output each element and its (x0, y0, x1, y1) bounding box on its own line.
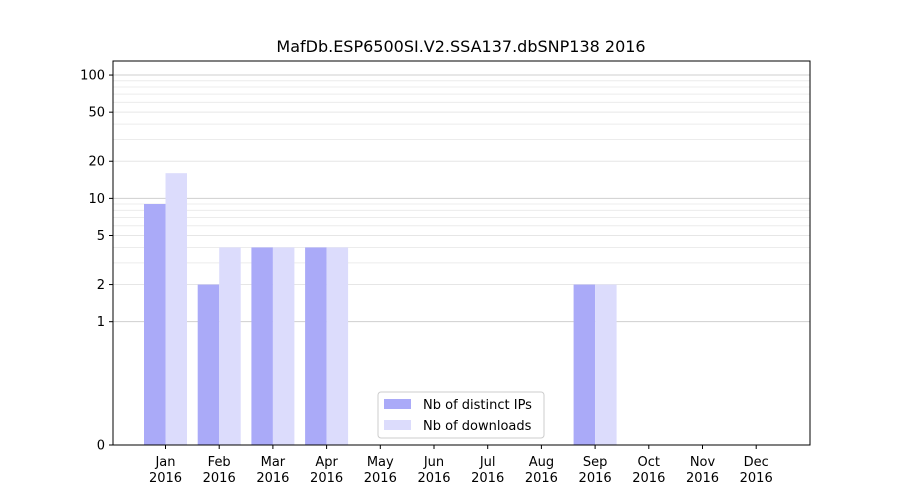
bar-distinct-ips (144, 204, 166, 445)
grid-lines (113, 74, 810, 323)
x-tick-label-year: 2016 (256, 471, 289, 486)
x-tick-label-month: Jul (479, 455, 496, 470)
x-tick-label-year: 2016 (686, 471, 719, 486)
bar-downloads (219, 247, 241, 445)
y-axis: 0 1 2 5 10 20 50 100 (80, 69, 113, 454)
plot-frame (112, 60, 811, 446)
y-tick-label: 20 (88, 155, 105, 170)
bar-downloads (595, 284, 617, 445)
x-tick-label-month: Sep (583, 455, 608, 470)
x-tick-label-year: 2016 (417, 471, 450, 486)
x-tick-label-month: Dec (744, 455, 769, 470)
bar-downloads (326, 247, 349, 445)
x-tick-label-month: Nov (690, 455, 716, 470)
x-tick-label-year: 2016 (471, 471, 504, 486)
bar-distinct-ips (305, 247, 327, 445)
bar-distinct-ips (197, 284, 220, 445)
bar-downloads (165, 173, 187, 446)
bars (144, 173, 617, 446)
bar-distinct-ips (573, 284, 596, 445)
x-tick-label-year: 2016 (632, 471, 665, 486)
y-tick-label: 5 (97, 229, 105, 244)
x-tick-label-year: 2016 (740, 471, 773, 486)
legend: Nb of distinct IPs Nb of downloads (377, 391, 545, 439)
legend-swatch-downloads (384, 420, 411, 430)
x-tick-label-month: Jun (423, 455, 444, 470)
x-tick-label-month: Mar (261, 455, 286, 470)
x-tick-label-year: 2016 (579, 471, 612, 486)
y-tick-label: 50 (88, 106, 105, 121)
legend-label-downloads: Nb of downloads (423, 419, 532, 434)
bar-distinct-ips (251, 247, 273, 445)
chart-title: MafDb.ESP6500SI.V2.SSA137.dbSNP138 2016 (276, 37, 645, 56)
y-tick-label: 0 (97, 439, 105, 454)
y-tick-label: 100 (80, 69, 105, 84)
x-axis: Jan2016Feb2016Mar2016Apr2016May2016Jun20… (149, 445, 773, 486)
y-tick-label: 10 (88, 192, 105, 207)
bar-downloads (272, 247, 295, 445)
legend-swatch-ips (384, 399, 411, 409)
y-tick-label: 1 (97, 315, 105, 330)
x-tick-label-month: Apr (315, 455, 338, 470)
x-tick-label-month: Oct (638, 455, 660, 470)
x-tick-label-month: Jan (154, 455, 175, 470)
y-tick-label: 2 (97, 278, 105, 293)
x-tick-label-year: 2016 (149, 471, 182, 486)
x-tick-label-month: Aug (529, 455, 554, 470)
legend-label-ips: Nb of distinct IPs (423, 398, 532, 413)
x-tick-label-month: Feb (208, 455, 231, 470)
x-tick-label-year: 2016 (525, 471, 558, 486)
x-tick-label-month: May (367, 455, 394, 470)
x-tick-label-year: 2016 (203, 471, 236, 486)
x-tick-label-year: 2016 (364, 471, 397, 486)
legend-box (377, 391, 545, 439)
x-tick-label-year: 2016 (310, 471, 343, 486)
